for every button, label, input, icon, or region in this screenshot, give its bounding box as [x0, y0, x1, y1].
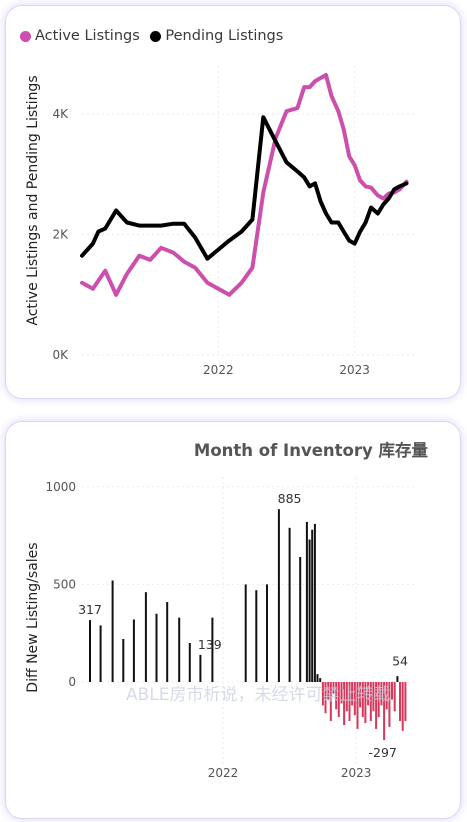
bar[interactable]	[132, 619, 135, 683]
bar[interactable]	[255, 590, 258, 682]
legend-marker-pending	[150, 30, 162, 42]
x-tick-label: 2023	[341, 766, 372, 780]
y-tick-label: 1000	[45, 480, 76, 494]
bar-chart-card: Month of Inventory 库存量 0 500 1000 2022 2023 Di…	[6, 422, 460, 818]
data-label: 885	[278, 491, 302, 506]
bar[interactable]	[351, 682, 354, 706]
bar[interactable]	[345, 682, 348, 712]
bar[interactable]	[155, 613, 158, 682]
chart-title: Month of Inventory 库存量	[194, 440, 429, 460]
x-tick-label: 2022	[203, 363, 234, 377]
bar[interactable]	[316, 674, 319, 682]
bar[interactable]	[277, 509, 280, 682]
bar[interactable]	[324, 682, 327, 714]
bar[interactable]	[199, 654, 202, 682]
line-chart: 0K 2K 4K 2022 2023 Active Listings and Pendin…	[25, 66, 416, 377]
bar[interactable]	[266, 584, 268, 682]
bar[interactable]	[305, 521, 308, 682]
bar[interactable]	[337, 682, 340, 718]
series-line-active-listings[interactable]	[80, 73, 409, 297]
legend-label-pending: Pending Listings	[165, 28, 284, 44]
bar[interactable]	[299, 557, 302, 682]
y-tick-label: 500	[53, 577, 76, 591]
bar-chart: Month of Inventory 库存量 0 500 1000 2022 2023 Di…	[25, 440, 429, 780]
bar[interactable]	[111, 580, 114, 683]
bar[interactable]	[361, 682, 364, 718]
bar[interactable]	[122, 639, 125, 682]
legend-label-active: Active Listings	[35, 28, 140, 44]
bar[interactable]	[332, 682, 335, 694]
bar[interactable]	[340, 682, 343, 704]
x-tick-label: 2022	[208, 766, 239, 780]
legend-marker-active	[20, 30, 31, 42]
bar[interactable]	[329, 682, 332, 721]
legend-item-active[interactable]: Active Listings	[20, 28, 140, 44]
bar[interactable]	[383, 682, 386, 740]
bar[interactable]	[388, 682, 391, 727]
bar[interactable]	[335, 682, 338, 710]
bar[interactable]	[364, 682, 367, 723]
bar[interactable]	[327, 682, 330, 700]
bar[interactable]	[308, 539, 311, 683]
bar[interactable]	[144, 592, 147, 682]
bar[interactable]	[391, 682, 393, 700]
bar[interactable]	[404, 682, 407, 721]
bar[interactable]	[288, 527, 291, 682]
bar[interactable]	[178, 617, 181, 682]
y-axis-label: Active Listings and Pending Listings	[25, 75, 41, 325]
bar[interactable]	[313, 523, 316, 682]
bar[interactable]	[166, 602, 169, 682]
bar[interactable]	[99, 625, 102, 682]
bar[interactable]	[311, 529, 314, 682]
bar[interactable]	[321, 682, 324, 706]
y-tick-label: 2K	[52, 228, 69, 242]
bar[interactable]	[372, 682, 375, 712]
bar[interactable]	[369, 682, 372, 721]
data-label: 54	[392, 653, 408, 668]
bar[interactable]	[244, 584, 247, 682]
y-axis-label: Diff New Listing/sales	[25, 542, 41, 692]
watermark: ABLE房市析说，未经许可禁止转载	[126, 685, 391, 705]
series-line-pending-listings[interactable]	[80, 115, 409, 261]
bar[interactable]	[377, 682, 380, 718]
bar[interactable]	[359, 682, 362, 708]
y-tick-label: 0	[68, 675, 76, 689]
data-label: 139	[198, 637, 222, 652]
line-chart-card: Active Listings Pending Listings 0K 2K 4K 2…	[6, 6, 460, 398]
data-label: -297	[369, 745, 397, 760]
legend: Active Listings Pending Listings	[20, 28, 289, 46]
bar[interactable]	[367, 682, 370, 706]
bar[interactable]	[385, 682, 388, 710]
bar[interactable]	[319, 678, 322, 682]
bar[interactable]	[380, 682, 383, 706]
bar[interactable]	[393, 682, 396, 712]
bar[interactable]	[348, 682, 351, 721]
bar[interactable]	[353, 682, 356, 716]
data-label: 317	[78, 602, 102, 617]
bar[interactable]	[211, 617, 214, 682]
bar[interactable]	[356, 682, 359, 729]
bar[interactable]	[399, 682, 401, 721]
bar[interactable]	[396, 676, 399, 682]
bar[interactable]	[401, 682, 404, 731]
bar[interactable]	[375, 682, 378, 729]
x-tick-label: 2023	[339, 363, 370, 377]
bar[interactable]	[343, 682, 346, 725]
y-tick-label: 0K	[52, 348, 69, 362]
legend-item-pending[interactable]: Pending Listings	[150, 28, 283, 44]
bar[interactable]	[89, 620, 91, 682]
y-tick-label: 4K	[52, 107, 69, 121]
bar[interactable]	[188, 643, 191, 682]
